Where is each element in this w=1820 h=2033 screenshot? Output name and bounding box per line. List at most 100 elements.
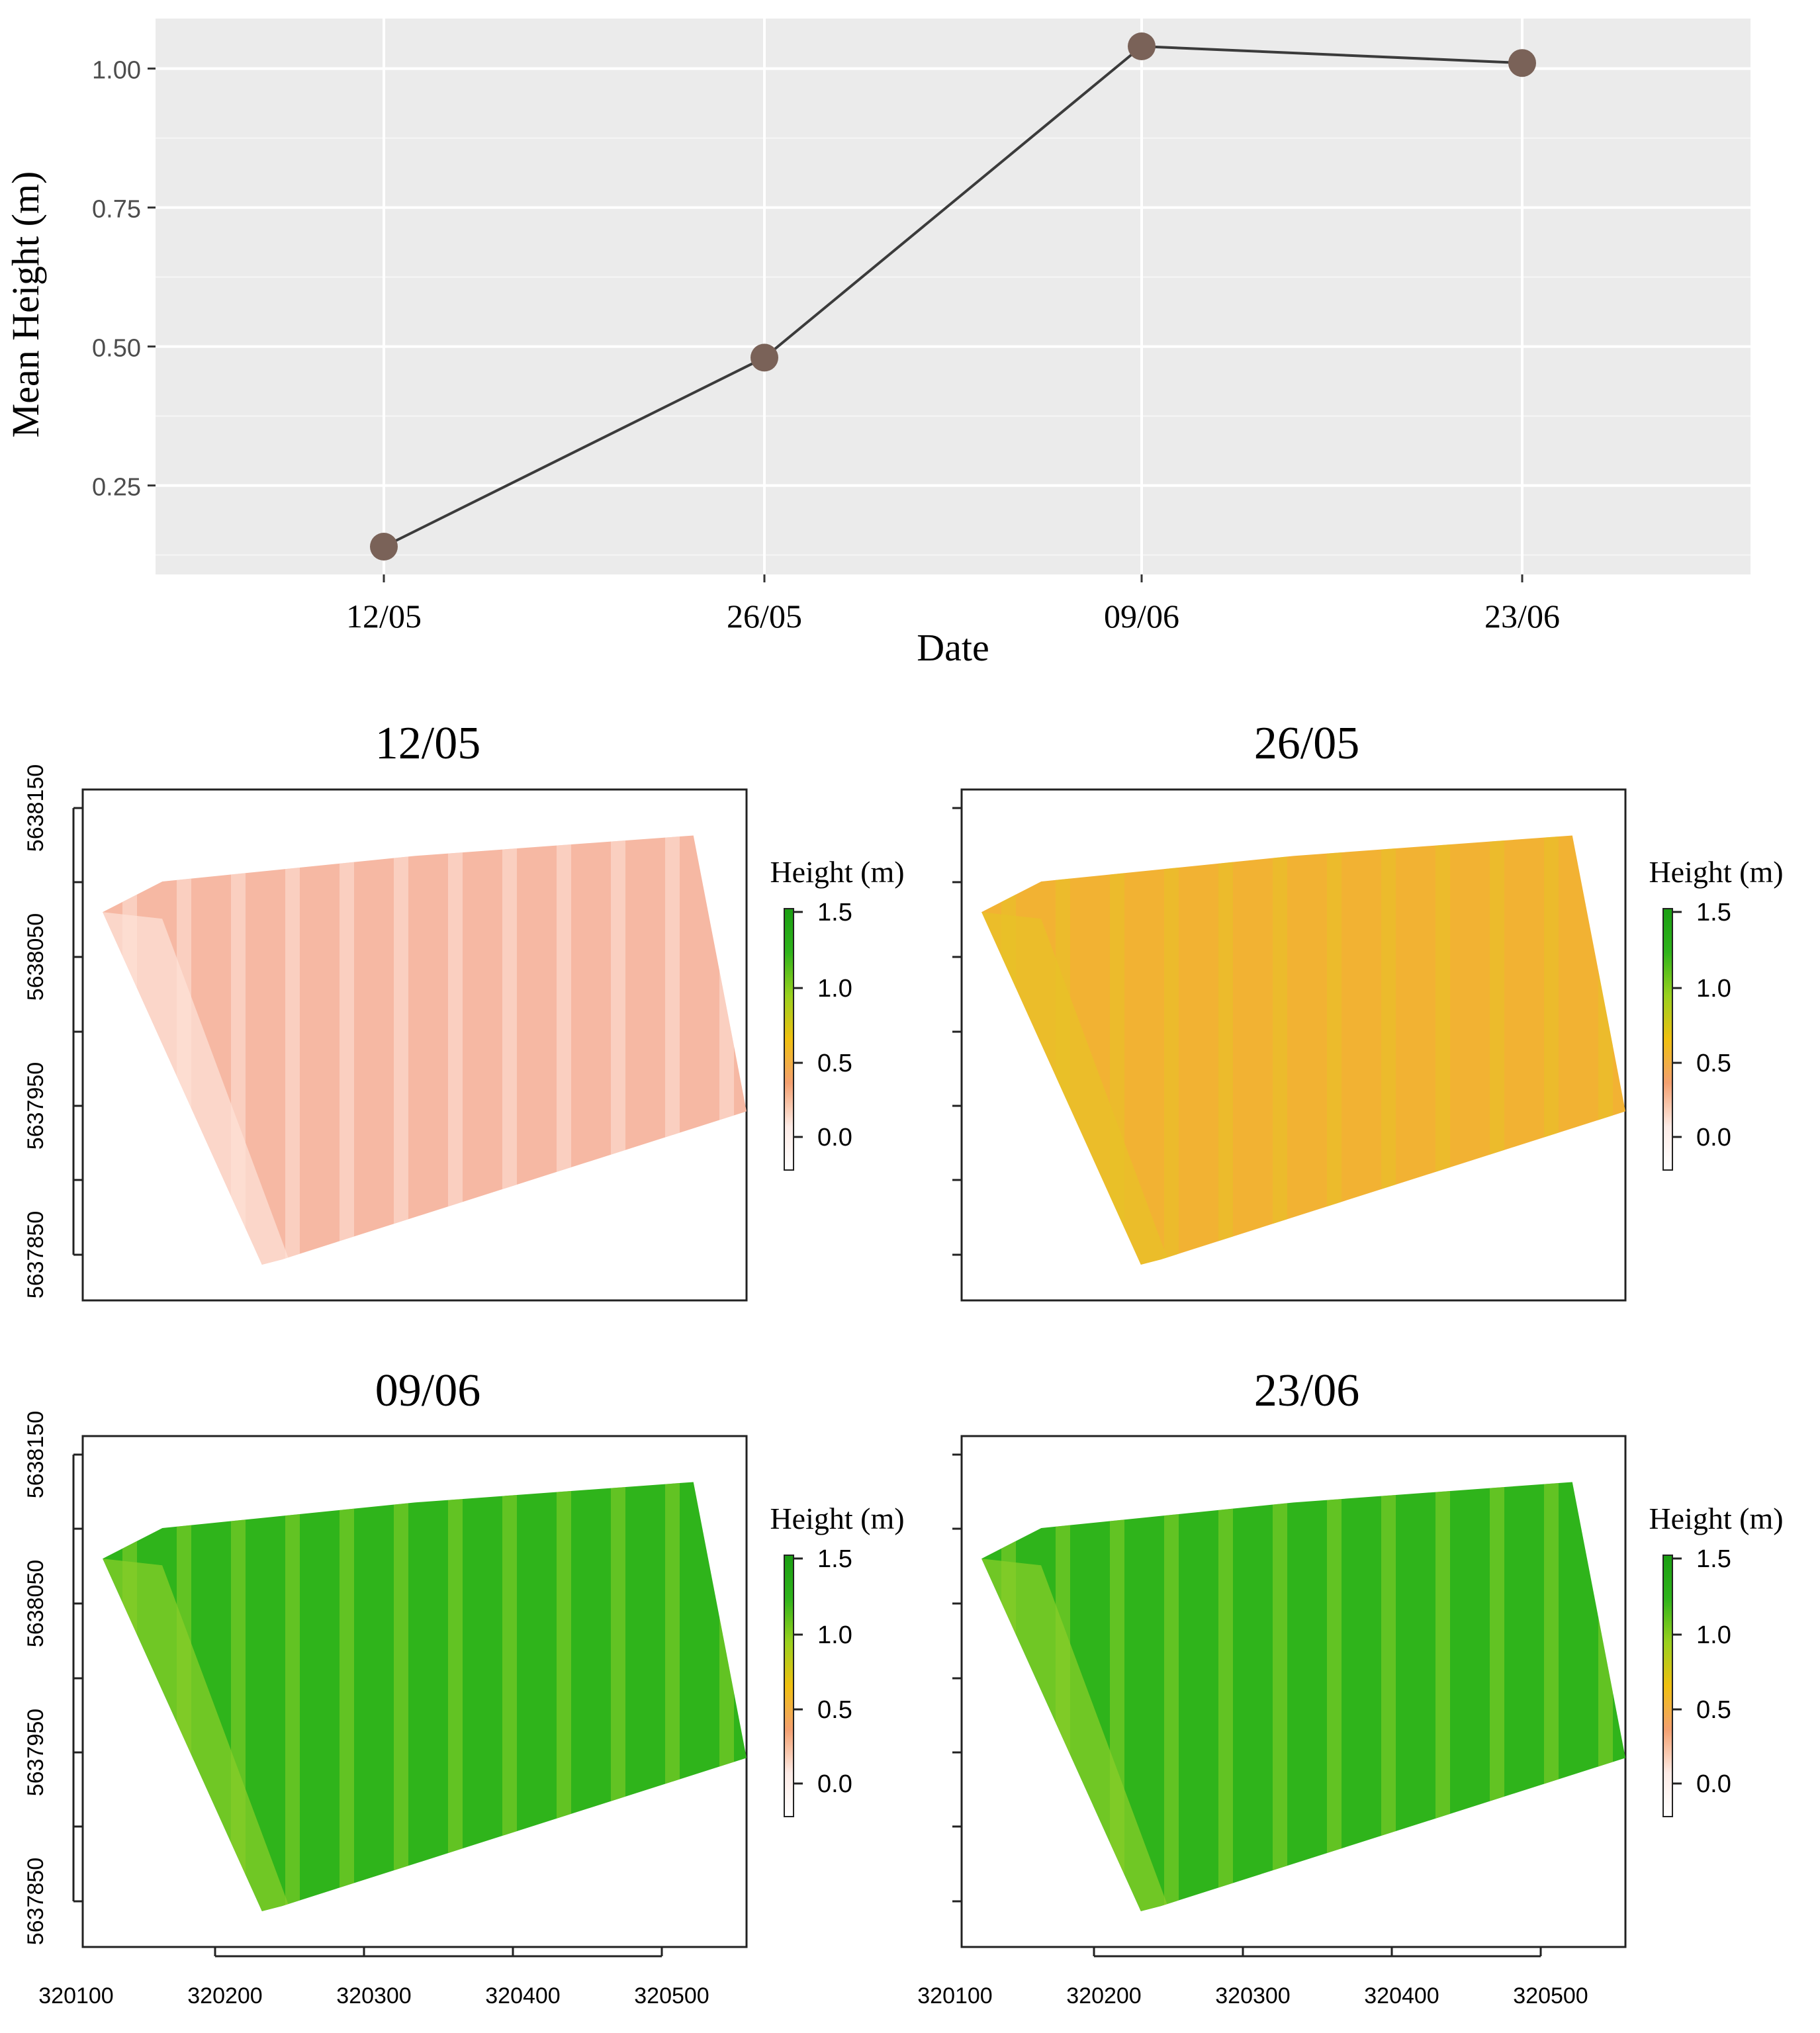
- map-y-tick-label: 5637950: [23, 1709, 48, 1796]
- field-stripe: [502, 835, 517, 1265]
- field-stripe: [557, 1482, 571, 1911]
- legend-tick-label: 1.0: [1696, 975, 1731, 1003]
- field-stripe: [1327, 835, 1342, 1265]
- x-tick-label: 12/05: [346, 598, 422, 635]
- x-axis-label: Date: [917, 626, 989, 669]
- x-tick-label: 23/06: [1484, 598, 1560, 635]
- map-x-tick-label: 320200: [187, 1983, 262, 2009]
- field-stripe: [1327, 1482, 1342, 1911]
- field-height-raster: [103, 835, 747, 1265]
- field-stripe: [1164, 1482, 1179, 1911]
- field-stripe: [448, 835, 463, 1265]
- field-stripe: [1381, 1482, 1396, 1911]
- field-stripe: [502, 1482, 517, 1911]
- map-panel-23-06: 23/06 320100 320200 320300 320400 320500 Heigh…: [917, 1365, 1783, 2009]
- field-stripe: [285, 1482, 300, 1911]
- y-tick-label: 0.50: [92, 335, 141, 363]
- legend-tick-label: 0.5: [817, 1696, 852, 1724]
- field-height-raster: [981, 835, 1625, 1265]
- x-axis-ticks: 12/05 26/05 09/06 23/06: [346, 574, 1560, 635]
- map-panel-09-06: 09/06 5638150 5638050 5637950 5637850 320100 3…: [23, 1365, 905, 2009]
- legend-title: Height (m): [770, 855, 904, 889]
- map-title: 09/06: [375, 1365, 480, 1416]
- legend-tick-label: 1.5: [817, 899, 852, 926]
- data-point-23-06: [1508, 49, 1536, 77]
- data-point-09-06: [1128, 32, 1156, 60]
- y-tick-label: 0.75: [92, 196, 141, 224]
- gridlines: [156, 19, 1751, 574]
- field-stripe: [448, 1482, 463, 1911]
- field-stripe: [1164, 835, 1179, 1265]
- field-stripe: [1381, 835, 1396, 1265]
- map-x-tick-label: 320400: [1364, 1983, 1439, 2009]
- y-axis-label: Mean Height (m): [4, 171, 47, 438]
- map-x-tick-label: 320100: [917, 1983, 992, 2009]
- legend-tick-label: 0.0: [817, 1124, 852, 1152]
- legend-title: Height (m): [770, 1502, 904, 1535]
- map-x-tick-label: 320200: [1066, 1983, 1141, 2009]
- field-edge-band: [103, 912, 289, 1265]
- field-height-raster: [981, 1482, 1625, 1911]
- field-edge-band: [981, 1559, 1167, 1911]
- legend-tick-label: 0.0: [817, 1770, 852, 1798]
- legend-tick-label: 1.0: [817, 1621, 852, 1649]
- legend-tick-label: 1.5: [817, 1545, 852, 1573]
- field-edge-band: [981, 912, 1167, 1265]
- map-panel-12-05: 12/05 5638150 5638050 5637950 5637850 Height …: [23, 718, 905, 1302]
- y-tick-label: 1.00: [92, 57, 141, 85]
- plot-panel-background: [156, 19, 1751, 574]
- map-x-tick-label: 320400: [485, 1983, 560, 2009]
- map-y-tick-label: 5638150: [23, 764, 48, 852]
- field-stripe: [557, 835, 571, 1265]
- map-panel-26-05: 26/05 Height (m) 1.5 1.0 0.5 0.0: [952, 718, 1784, 1302]
- series-line: [383, 44, 1523, 548]
- map-y-tick-label: 5638050: [23, 913, 48, 1001]
- field-height-raster: [103, 1482, 747, 1911]
- data-point-26-05: [751, 343, 778, 372]
- field-stripe: [1435, 835, 1450, 1265]
- legend-colorbar: [1662, 1555, 1673, 1817]
- map-x-tick-label: 320500: [634, 1983, 709, 2009]
- legend-tick-label: 0.5: [1696, 1050, 1731, 1077]
- legend-tick-label: 1.0: [1696, 1621, 1731, 1649]
- field-stripe: [394, 835, 408, 1265]
- field-stripe: [1273, 835, 1287, 1265]
- map-title: 23/06: [1254, 1365, 1359, 1416]
- map-y-tick-label: 5637850: [23, 1211, 48, 1298]
- map-x-tick-label: 320500: [1513, 1983, 1588, 2009]
- legend-tick-label: 1.5: [1696, 1545, 1731, 1573]
- map-title: 26/05: [1254, 718, 1359, 769]
- legend-tick-label: 1.0: [817, 975, 852, 1003]
- legend-colorbar: [784, 908, 794, 1171]
- legend-tick-label: 0.0: [1696, 1770, 1731, 1798]
- x-tick-label: 26/05: [727, 598, 802, 635]
- map-title: 12/05: [375, 718, 480, 769]
- height-maps: 12/05 5638150 5638050 5637950 5637850 Height …: [23, 718, 1784, 2009]
- x-tick-label: 09/06: [1104, 598, 1179, 635]
- field-stripe: [394, 1482, 408, 1911]
- map-y-tick-label: 5638050: [23, 1560, 48, 1647]
- legend-tick-label: 0.5: [1696, 1696, 1731, 1724]
- mean-height-line-chart: 0.25 0.50 0.75 1.00 12/05 26/05 09/06 23/06 Da…: [4, 19, 1751, 669]
- map-y-tick-label: 5638150: [23, 1411, 48, 1498]
- map-x-tick-label: 320300: [336, 1983, 411, 2009]
- field-stripe: [1273, 1482, 1287, 1911]
- field-stripe: [1218, 835, 1233, 1265]
- map-y-tick-label: 5637950: [23, 1062, 48, 1150]
- legend-title: Height (m): [1649, 1502, 1783, 1535]
- legend-title: Height (m): [1649, 855, 1783, 889]
- y-axis-ticks: 0.25 0.50 0.75 1.00: [92, 57, 156, 502]
- series-mean-height: [370, 32, 1536, 561]
- data-point-12-05: [370, 533, 398, 561]
- map-x-tick-label: 320300: [1215, 1983, 1290, 2009]
- legend-colorbar: [784, 1555, 794, 1817]
- legend-tick-label: 1.5: [1696, 899, 1731, 926]
- y-tick-label: 0.25: [92, 474, 141, 502]
- map-x-tick-label: 320100: [38, 1983, 113, 2009]
- field-stripe: [1435, 1482, 1450, 1911]
- field-stripe: [1218, 1482, 1233, 1911]
- field-stripe: [340, 1482, 354, 1911]
- legend-tick-label: 0.5: [817, 1050, 852, 1077]
- legend-colorbar: [1662, 908, 1673, 1171]
